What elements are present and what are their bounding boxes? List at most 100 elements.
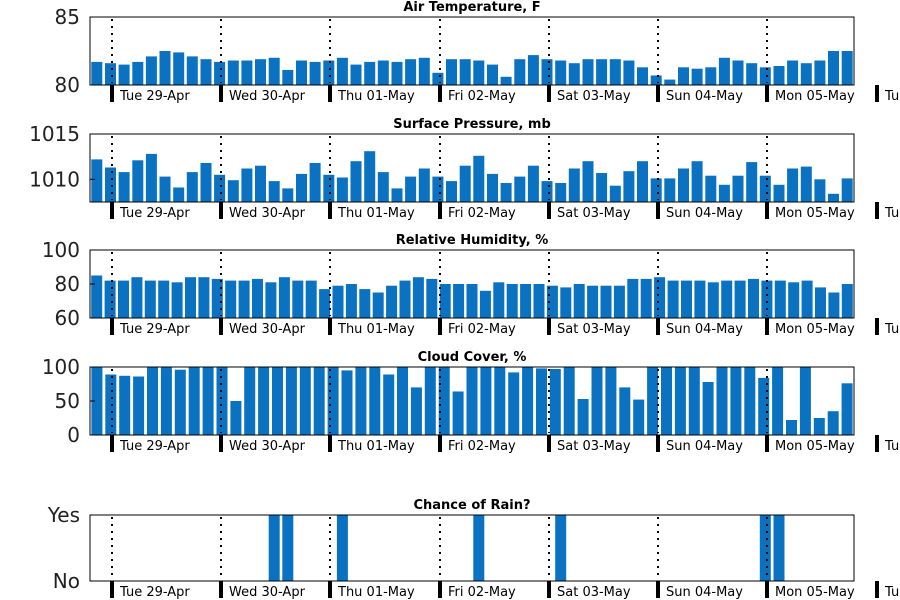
x-tick-label: Mon 05-May <box>775 322 855 337</box>
bar <box>527 55 539 85</box>
bar <box>173 52 185 85</box>
bar <box>688 367 700 435</box>
bar <box>369 367 381 435</box>
x-tick-label: Mon 05-May <box>775 206 855 221</box>
bar <box>305 280 317 318</box>
bar <box>391 188 403 202</box>
bar <box>563 367 575 435</box>
bar <box>600 285 612 318</box>
panel-title: Cloud Cover, % <box>418 350 527 365</box>
bar <box>582 59 594 85</box>
bar <box>828 193 839 202</box>
axes-frame <box>89 514 855 582</box>
panel-4: Cloud Cover, % 0 50 100 Tue 29-Apr Wed 30-Apr… <box>42 350 899 454</box>
bar <box>227 60 239 85</box>
bar <box>238 280 250 318</box>
x-tick-label: Sun 04-May <box>666 439 743 454</box>
bar <box>721 280 733 318</box>
bar <box>278 277 290 318</box>
bar <box>91 159 103 202</box>
bar <box>323 174 335 202</box>
bar <box>405 59 417 85</box>
bar <box>446 181 457 202</box>
bar <box>214 174 226 202</box>
x-tick-label: Tue 29-Apr <box>119 439 190 454</box>
x-tick-label: Tue 29-Apr <box>119 585 190 600</box>
bar <box>188 367 200 435</box>
bar <box>681 280 692 318</box>
bar <box>131 277 143 318</box>
bar <box>296 60 307 85</box>
bar <box>159 51 171 85</box>
bar <box>664 178 676 202</box>
bar <box>272 367 283 435</box>
bar <box>800 166 812 202</box>
bar <box>119 375 131 435</box>
bar <box>241 60 253 85</box>
bar <box>345 284 357 318</box>
bar <box>773 184 785 202</box>
bar <box>230 401 242 435</box>
bar <box>105 167 116 202</box>
bar <box>104 280 116 318</box>
bar <box>748 278 759 318</box>
bar <box>573 284 585 318</box>
bar <box>299 367 311 435</box>
y-tick-label: 100 <box>42 355 80 379</box>
bar <box>560 287 572 318</box>
bar <box>799 367 811 435</box>
panel-3: Relative Humidity, % 60 80 100 Tue 29-Apr Wed… <box>42 233 899 337</box>
bar <box>332 285 344 318</box>
bar <box>426 278 438 318</box>
bar <box>479 290 491 318</box>
bar <box>633 399 645 435</box>
bar <box>473 515 485 581</box>
bar <box>145 56 157 85</box>
bar <box>186 172 198 202</box>
bar <box>759 515 771 581</box>
bar <box>174 369 186 435</box>
bar <box>536 368 547 435</box>
bar <box>568 168 580 202</box>
bar <box>405 176 417 202</box>
bar <box>91 367 103 435</box>
x-tick-label: Sat 03-May <box>557 585 631 600</box>
bar <box>730 367 742 435</box>
x-tick-label: Sat 03-May <box>557 322 631 337</box>
bar <box>350 64 362 85</box>
bar <box>746 162 758 202</box>
axes-frame <box>89 133 855 203</box>
bar <box>446 59 457 85</box>
bar <box>336 57 348 85</box>
bar <box>200 163 212 202</box>
bar <box>828 292 840 318</box>
x-tick-label: Tu <box>884 322 899 337</box>
bar <box>336 177 348 202</box>
bar <box>350 161 362 202</box>
bar <box>399 280 411 318</box>
bar <box>453 284 465 318</box>
bar <box>654 277 666 318</box>
bar <box>814 179 826 202</box>
bar <box>707 282 719 318</box>
bar <box>773 515 785 581</box>
bar <box>691 161 703 202</box>
x-tick-label: Sun 04-May <box>666 585 743 600</box>
bar <box>787 60 799 85</box>
bar <box>841 284 853 318</box>
bar <box>637 161 648 202</box>
bar <box>774 280 786 318</box>
bar <box>694 280 706 318</box>
x-tick-label: Mon 05-May <box>775 89 855 104</box>
bar <box>410 387 422 435</box>
bar <box>265 282 277 318</box>
bar <box>596 173 608 202</box>
x-tick-label: Fri 02-May <box>448 439 516 454</box>
bar <box>596 59 608 85</box>
y-tick-label: Yes <box>47 503 80 527</box>
bar <box>158 280 170 318</box>
bar <box>255 165 266 202</box>
bar <box>841 383 853 435</box>
bar <box>185 277 196 318</box>
bar <box>487 64 498 85</box>
